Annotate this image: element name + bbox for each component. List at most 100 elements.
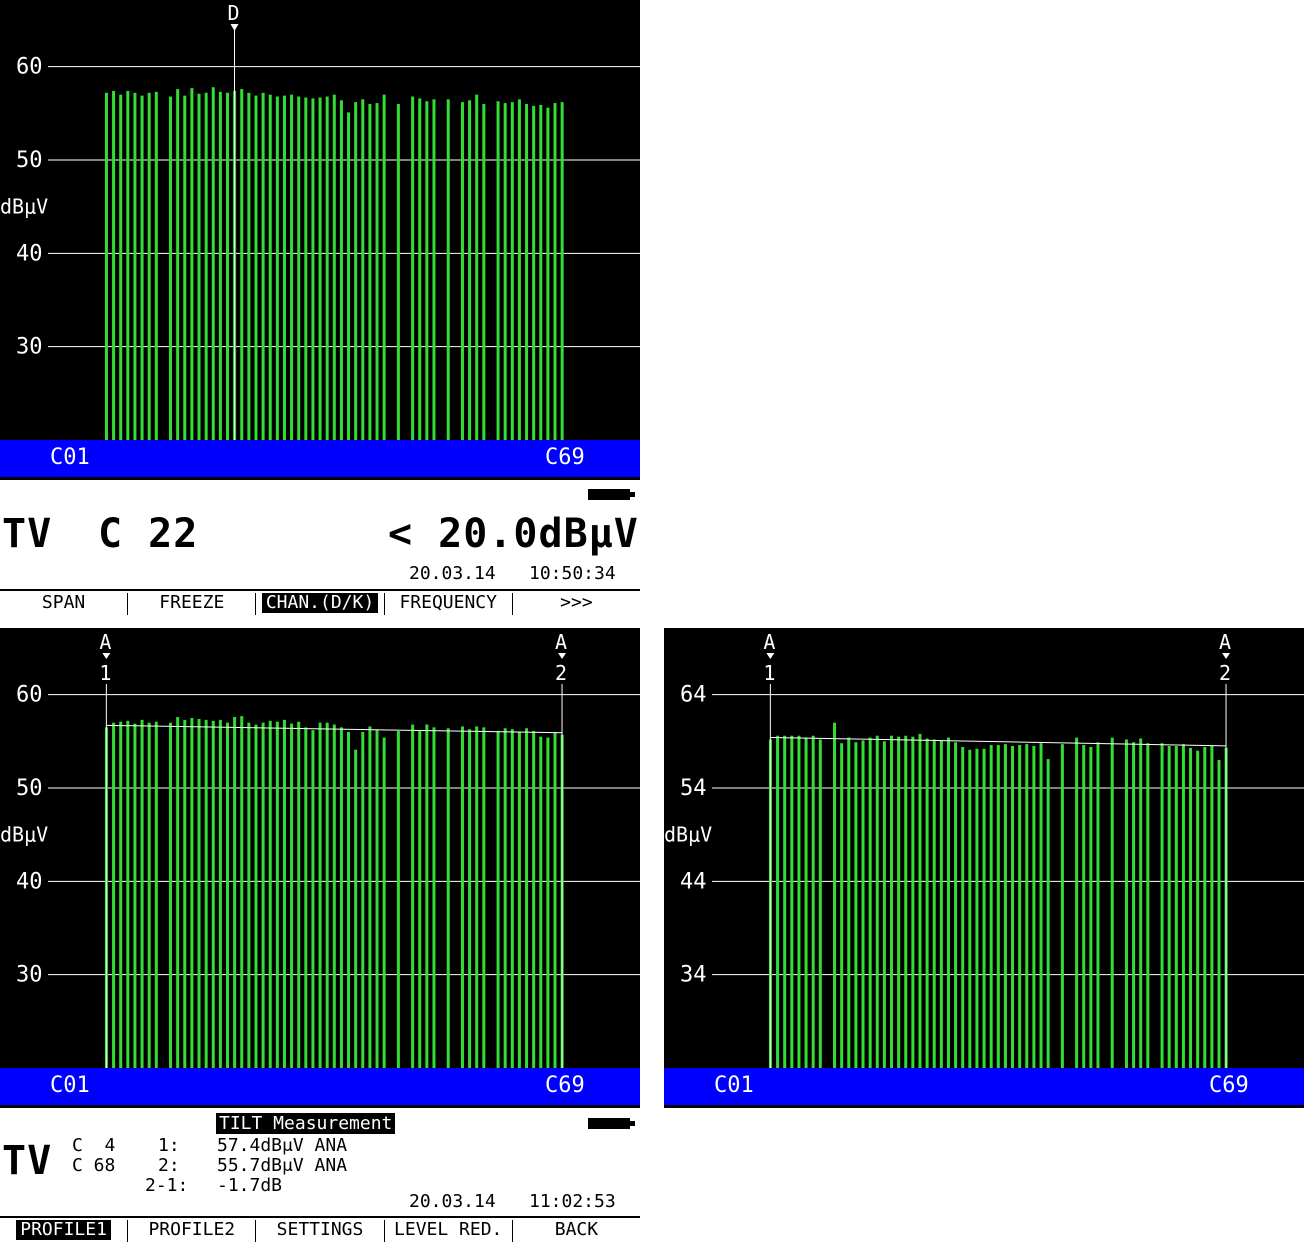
- spectrum-chart-bottom-left: 60 50 40 30 dBμV A 1 A 2: [0, 630, 640, 1105]
- channel-level-bar: [996, 745, 1000, 1068]
- channel-level-bar: [517, 732, 521, 1068]
- softkey-freeze[interactable]: FREEZE: [128, 593, 257, 615]
- channel-level-bar: [233, 717, 237, 1068]
- y-tick-label: 34: [680, 963, 707, 988]
- channel-level-bar: [833, 722, 837, 1068]
- softkey-chan[interactable]: CHAN.(D/K): [256, 593, 385, 615]
- channel-level-bar: [154, 91, 158, 440]
- channel-level-bar: [1096, 742, 1100, 1068]
- channel-level-bar: [375, 730, 379, 1068]
- channel-level-bar: [382, 737, 386, 1068]
- y-unit-label: dBμV: [0, 823, 48, 847]
- channel-level-bar: [496, 731, 500, 1068]
- channel-level-bar: [468, 100, 472, 441]
- channel-level-bar: [154, 721, 158, 1068]
- channel-start-label: C01: [50, 445, 90, 470]
- channel-level-bar: [119, 721, 123, 1068]
- channel-level-bar: [982, 748, 986, 1068]
- channel-level-bar: [190, 88, 194, 440]
- marker-triangle-icon[interactable]: [102, 653, 111, 659]
- marker-label: A: [763, 630, 775, 654]
- softkey-level-red[interactable]: LEVEL RED.: [385, 1220, 513, 1242]
- channel-axis-bar: [0, 1068, 640, 1105]
- channel-level-bar: [1124, 739, 1128, 1068]
- marker-triangle-icon[interactable]: [1222, 653, 1231, 659]
- channel-level-bar: [1032, 746, 1036, 1068]
- channel-level-bar: [112, 90, 116, 440]
- channel-level-bar: [475, 726, 479, 1068]
- channel-level-bar: [133, 92, 137, 441]
- channel-level-bar: [510, 729, 514, 1068]
- channel-level-bar: [425, 724, 429, 1068]
- channel-level-bar: [368, 726, 372, 1068]
- marker-triangle-icon[interactable]: [230, 24, 239, 31]
- channel-level-bar: [432, 727, 436, 1068]
- row3-value: -1.7dB: [217, 1175, 283, 1196]
- channel-axis-bar: [664, 1068, 1304, 1105]
- y-tick-label: 30: [16, 335, 43, 360]
- channel-start-label: C01: [50, 1073, 90, 1098]
- channel-level-bar: [1203, 746, 1207, 1068]
- channel-level-bar: [932, 739, 936, 1068]
- row1-channel: C 4: [72, 1135, 116, 1156]
- softkey-frequency[interactable]: FREQUENCY: [385, 593, 513, 615]
- softkey-more[interactable]: >>>: [560, 593, 593, 613]
- channel-level-bar: [1089, 746, 1093, 1068]
- channel-level-bar: [254, 724, 258, 1068]
- channel-level-bar: [411, 724, 415, 1068]
- channel-level-bar: [354, 749, 358, 1068]
- channel-label: C 22: [98, 511, 199, 557]
- channel-level-bar: [147, 92, 151, 441]
- channel-level-bar: [1025, 744, 1029, 1068]
- spectrum-chart-right: 64 54 44 34 dBμV A 1 A 2: [664, 630, 1304, 1105]
- channel-level-bar: [361, 732, 365, 1068]
- readout-bottom: TILT Measurement TV C 4 1: 57.4dBμV ANA …: [0, 1108, 640, 1253]
- channel-level-bar: [804, 737, 808, 1068]
- channel-level-bar: [354, 102, 358, 440]
- channel-level-bar: [126, 720, 130, 1068]
- channel-level-bar: [539, 104, 543, 440]
- channel-level-bar: [297, 96, 301, 441]
- channel-level-bar: [418, 98, 422, 441]
- marker-triangle-icon[interactable]: [766, 653, 775, 659]
- channel-level-bar: [911, 736, 915, 1068]
- channel-level-bar: [1167, 746, 1171, 1068]
- channel-level-bar: [560, 102, 564, 440]
- softkey-profile2[interactable]: PROFILE2: [128, 1220, 257, 1242]
- channel-level-bar: [297, 721, 301, 1068]
- softkey-bar-bottom: PROFILE1 PROFILE2 SETTINGS LEVEL RED. BA…: [0, 1216, 640, 1252]
- level-readout: < 20.0dBμV: [388, 511, 639, 557]
- channel-level-bar: [282, 95, 286, 440]
- channel-level-bar: [204, 719, 208, 1068]
- channel-level-bar: [1075, 737, 1079, 1068]
- channel-level-bar: [169, 722, 173, 1068]
- softkey-span[interactable]: SPAN: [0, 593, 129, 615]
- channel-level-bar: [176, 89, 180, 441]
- channel-level-bar: [147, 722, 151, 1068]
- channel-level-bar: [897, 736, 901, 1068]
- channel-level-bar: [946, 737, 950, 1068]
- channel-level-bar: [183, 95, 187, 440]
- row2-channel: C 68: [72, 1155, 116, 1176]
- date-label: 20.03.14: [409, 1191, 496, 1212]
- channel-level-bar: [840, 743, 844, 1068]
- time-label: 11:02:53: [529, 1191, 616, 1212]
- mode-label: TV: [2, 1138, 53, 1184]
- softkey-back[interactable]: BACK: [554, 1220, 599, 1240]
- channel-level-bar: [332, 94, 336, 441]
- marker-triangle-icon[interactable]: [558, 653, 567, 659]
- channel-level-bar: [311, 730, 315, 1068]
- channel-level-bar: [325, 722, 329, 1068]
- channel-level-bar: [904, 735, 908, 1068]
- channel-level-bar: [347, 112, 351, 441]
- tilt-title: TILT Measurement: [216, 1113, 396, 1134]
- softkey-profile1[interactable]: PROFILE1: [0, 1220, 129, 1242]
- channel-level-bar: [503, 103, 507, 441]
- softkey-settings[interactable]: SETTINGS: [256, 1220, 385, 1242]
- channel-level-bar: [553, 103, 557, 441]
- channel-level-bar: [539, 736, 543, 1068]
- channel-level-bar: [496, 101, 500, 440]
- marker-label: A: [99, 630, 111, 654]
- channel-level-bar: [460, 102, 464, 440]
- channel-level-bar: [1210, 746, 1214, 1068]
